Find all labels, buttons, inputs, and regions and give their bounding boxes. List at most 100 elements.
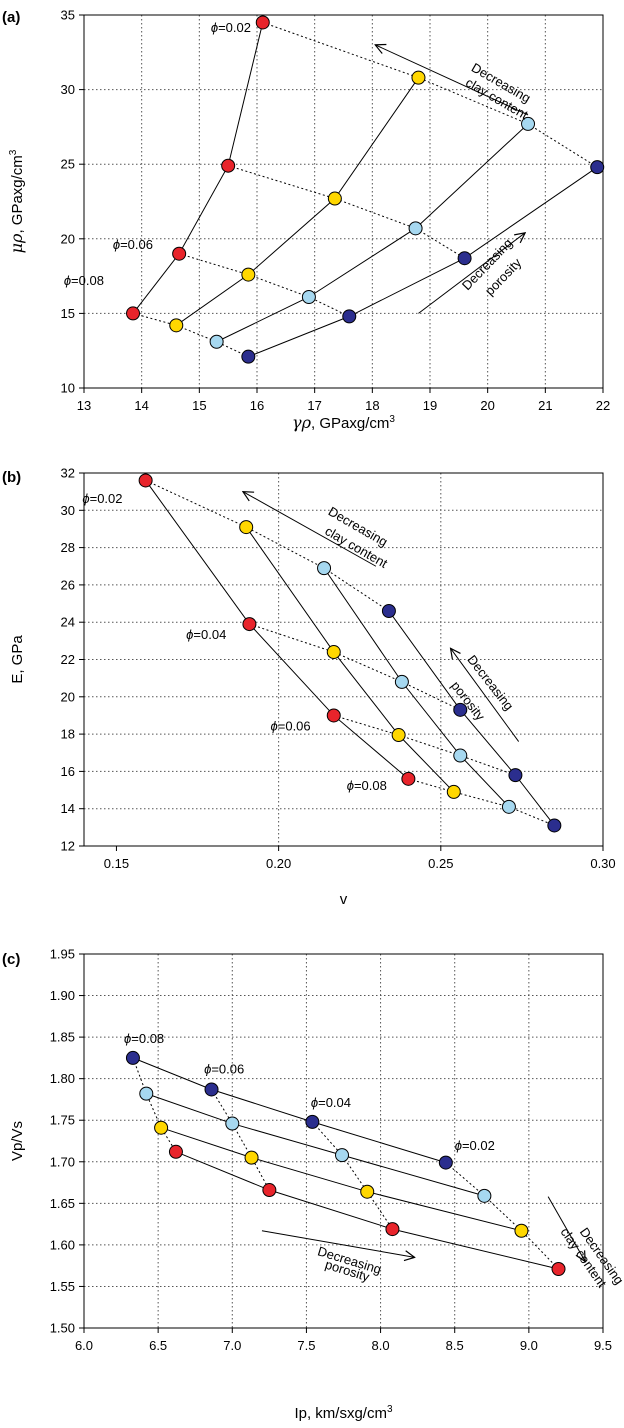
- y-tick-label: 1.65: [50, 1196, 75, 1211]
- trend-arrow: [418, 233, 525, 314]
- y-tick-label: 12: [61, 839, 75, 854]
- data-point-lightblue: [301, 289, 316, 304]
- x-tick-label: 16: [250, 398, 264, 413]
- data-point-navy: [547, 818, 562, 833]
- data-point-red: [242, 617, 257, 632]
- data-point-lightblue: [477, 1188, 492, 1203]
- panel-label: (b): [2, 469, 21, 486]
- y-tick-label: 1.55: [50, 1279, 75, 1294]
- data-point-yellow: [514, 1223, 529, 1238]
- connector-dotted-line: [249, 623, 461, 711]
- y-tick-label: 25: [61, 157, 75, 172]
- data-point-navy: [453, 702, 468, 717]
- y-tick-label: 28: [61, 540, 75, 555]
- y-tick-label: 20: [61, 689, 75, 704]
- data-point-navy: [125, 1050, 140, 1065]
- data-point-navy: [457, 251, 472, 266]
- data-point-red: [255, 15, 270, 30]
- data-point-yellow: [169, 318, 184, 333]
- chart-panel-1: 0.15 0.20 0.25 0.30 12 14 16 18 20 22 24 26 28 30 32 ϕ=…: [2, 466, 616, 909]
- data-point-yellow: [239, 520, 254, 535]
- x-tick-label: 19: [423, 398, 437, 413]
- x-tick-label: 8.0: [372, 1338, 390, 1353]
- y-tick-label: 1.75: [50, 1113, 75, 1128]
- data-point-red: [401, 771, 416, 786]
- connector-dotted-line: [145, 480, 390, 612]
- y-axis-label: Vp/Vs: [9, 1121, 26, 1161]
- y-tick-label: 1.60: [50, 1237, 75, 1252]
- data-point-yellow: [411, 70, 426, 85]
- data-point-red: [262, 1183, 277, 1198]
- series-line-yellow: [175, 77, 419, 326]
- x-tick-label: 15: [192, 398, 206, 413]
- connector-dotted-line: [408, 778, 555, 826]
- y-tick-label: 20: [61, 231, 75, 246]
- connector-dotted-line: [211, 1089, 270, 1191]
- annotation-label: ϕ=0.06: [113, 237, 153, 252]
- x-tick-label: 8.5: [446, 1338, 464, 1353]
- series-line-red: [175, 1151, 559, 1270]
- data-point-yellow: [154, 1120, 169, 1135]
- y-tick-label: 16: [61, 764, 75, 779]
- x-axis-label: Ip, km/sxg/cm3: [294, 1404, 393, 1422]
- panel-label: (a): [2, 9, 20, 26]
- data-point-red: [172, 246, 187, 261]
- trend-arrow: [547, 1196, 585, 1262]
- data-point-red: [126, 306, 141, 321]
- y-tick-label: 1.85: [50, 1030, 75, 1045]
- data-point-navy: [590, 160, 605, 175]
- trend-arrow: [243, 492, 377, 567]
- x-tick-label: 18: [365, 398, 379, 413]
- data-point-navy: [204, 1082, 219, 1097]
- series-line-lightblue: [216, 123, 529, 343]
- series-line-yellow: [160, 1127, 522, 1232]
- chart-panel-0: 13 14 15 16 17 18 19 20 21 22 10 15 20 25 30 35 ϕ=0.02 ϕ=…: [2, 8, 610, 433]
- data-point-red: [385, 1222, 400, 1237]
- data-point-lightblue: [501, 799, 516, 814]
- x-tick-label: 0.30: [590, 856, 615, 871]
- plot-frame: [83, 14, 604, 389]
- y-tick-label: 32: [61, 466, 75, 481]
- y-axis-label: μρ, GPaxg/cm3: [7, 149, 26, 253]
- x-tick-label: 6.0: [75, 1338, 93, 1353]
- x-tick-label: 6.5: [149, 1338, 167, 1353]
- series-line-yellow: [245, 526, 455, 793]
- data-point-lightblue: [139, 1086, 154, 1101]
- connector-dotted-line: [262, 21, 598, 168]
- y-tick-label: 1.70: [50, 1154, 75, 1169]
- data-point-navy: [438, 1155, 453, 1170]
- data-point-red: [138, 473, 153, 488]
- x-tick-label: 7.0: [223, 1338, 241, 1353]
- y-tick-label: 1.50: [50, 1321, 75, 1336]
- data-point-yellow: [241, 267, 256, 282]
- plot-frame: [83, 472, 604, 847]
- data-point-red: [168, 1144, 183, 1159]
- y-tick-label: 22: [61, 652, 75, 667]
- annotation-label: ϕ=0.04: [311, 1095, 351, 1110]
- data-point-yellow: [391, 728, 406, 743]
- series-line-navy: [132, 1057, 446, 1164]
- x-tick-label: 20: [480, 398, 494, 413]
- data-point-lightblue: [453, 748, 468, 763]
- annotation-label: ϕ=0.08: [347, 778, 387, 793]
- x-tick-label: 9.0: [520, 1338, 538, 1353]
- data-point-navy: [305, 1114, 320, 1129]
- plot-frame: [83, 953, 604, 1329]
- data-point-red: [221, 158, 236, 173]
- annotation-label: ϕ=0.06: [204, 1062, 244, 1077]
- data-point-lightblue: [225, 1116, 240, 1131]
- y-tick-label: 26: [61, 577, 75, 592]
- y-tick-label: 35: [61, 8, 75, 23]
- chart-panel-2: 6.0 6.5 7.0 7.5 8.0 8.5 9.0 9.5 1.50 1.55 1.60 1.65…: [2, 947, 624, 1423]
- data-point-yellow: [446, 784, 461, 799]
- connector-dotted-line: [132, 1057, 177, 1153]
- y-tick-label: 1.90: [50, 988, 75, 1003]
- annotation-label: ϕ=0.08: [64, 273, 104, 288]
- y-tick-label: 24: [61, 615, 75, 630]
- series-line-navy: [248, 166, 598, 358]
- data-point-navy: [508, 768, 523, 783]
- data-point-lightblue: [317, 561, 332, 576]
- x-axis-label: v: [340, 891, 348, 908]
- series-line-red: [145, 480, 409, 780]
